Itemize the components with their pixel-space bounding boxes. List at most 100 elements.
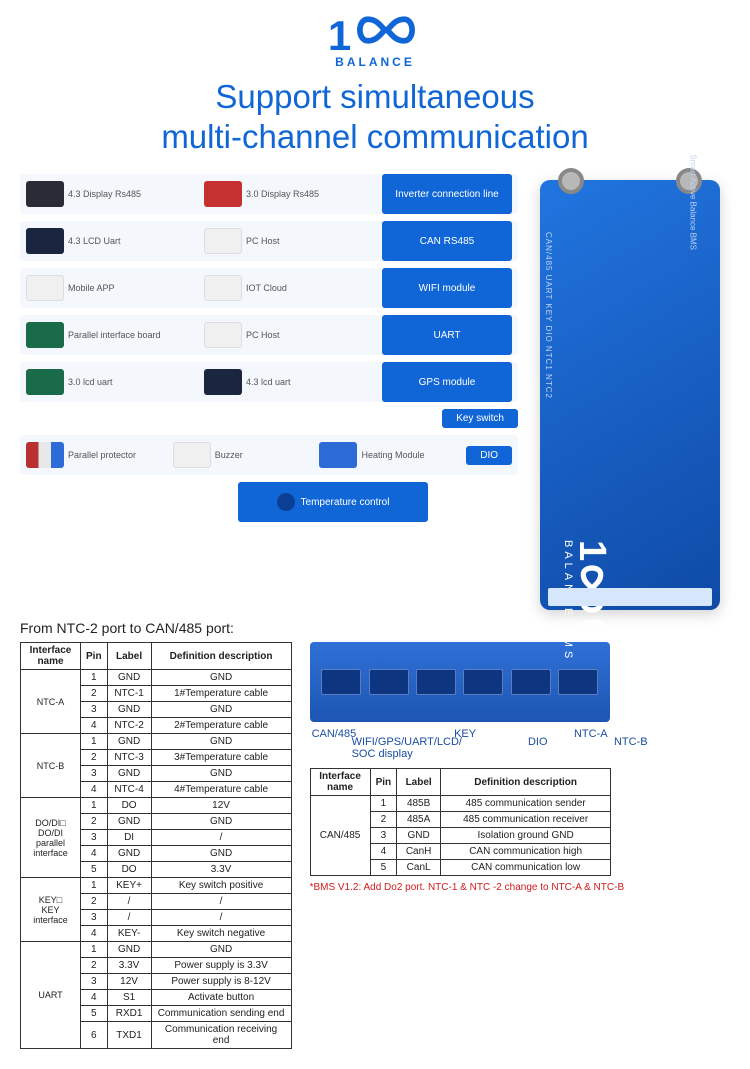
device-label: Mobile APP	[68, 283, 115, 293]
key-switch-tab: Key switch	[442, 409, 518, 428]
cell: Key switch negative	[151, 926, 291, 942]
table-row: DO/DI□ DO/DI parallel interface1DO12V	[21, 798, 292, 814]
cell: 2#Temperature cable	[151, 718, 291, 734]
cell: GND	[151, 670, 291, 686]
port-label: NTC-A	[574, 728, 608, 740]
port-label: CAN/485	[312, 728, 357, 740]
connector-box: WIFI module	[382, 268, 512, 308]
cell: GND	[107, 942, 151, 958]
dio-tab: DIO	[466, 446, 512, 465]
bms-port-strip	[548, 588, 712, 606]
port-slot	[321, 669, 361, 695]
device-thumb	[204, 369, 242, 395]
port-slot	[463, 669, 503, 695]
th: Pin	[370, 769, 397, 796]
device-label: Parallel protector	[68, 450, 136, 460]
cell: Power supply is 8-12V	[151, 974, 291, 990]
cell: 1	[81, 734, 108, 750]
comm-row: Mobile APP IOT Cloud WIFI module	[20, 268, 518, 308]
cell: GND	[151, 734, 291, 750]
port-slot	[369, 669, 409, 695]
connector-box: GPS module	[382, 362, 512, 402]
device-cell: Mobile APP	[26, 275, 198, 301]
cell: 3.3V	[107, 958, 151, 974]
cell: 2	[81, 894, 108, 910]
device-cell: Buzzer	[173, 442, 314, 468]
comm-row: 3.0 lcd uart 4.3 lcd uart GPS module	[20, 362, 518, 402]
bms-board: CAN/485 UART KEY DIO NTC1 NTC2 Smart Act…	[540, 180, 720, 610]
device-label: IOT Cloud	[246, 283, 287, 293]
device-thumb	[26, 442, 64, 468]
port-slot	[416, 669, 456, 695]
cell: GND	[397, 828, 441, 844]
cell: 1	[81, 942, 108, 958]
diagram-left: 4.3 Display Rs485 3.0 Display Rs485 Inve…	[20, 174, 518, 610]
device-thumb	[204, 322, 242, 348]
cell: /	[151, 830, 291, 846]
cell: 3	[81, 974, 108, 990]
device-thumb	[319, 442, 357, 468]
cell: GND	[151, 814, 291, 830]
cell: GND	[107, 766, 151, 782]
cell: 2	[81, 686, 108, 702]
cell: Power supply is 3.3V	[151, 958, 291, 974]
interface-name-cell: KEY□ KEY interface	[21, 878, 81, 942]
cell: 4	[81, 926, 108, 942]
cell: 485B	[397, 796, 441, 812]
th: Pin	[81, 643, 108, 670]
table-row: KEY□ KEY interface1KEY+Key switch positi…	[21, 878, 292, 894]
device-cell: Heating Module	[319, 442, 460, 468]
cell: CanH	[397, 844, 441, 860]
cell: GND	[151, 846, 291, 862]
cell: 1	[81, 798, 108, 814]
port-label: DIO	[528, 736, 548, 760]
comm-diagram: 4.3 Display Rs485 3.0 Display Rs485 Inve…	[20, 174, 730, 610]
cell: CAN communication high	[441, 844, 611, 860]
footnote: *BMS V1.2: Add Do2 port. NTC-1 & NTC -2 …	[310, 882, 730, 893]
device-label: 3.0 lcd uart	[68, 377, 113, 387]
device-label: 4.3 lcd uart	[246, 377, 291, 387]
table-row: UART1GNDGND	[21, 942, 292, 958]
cell: Activate button	[151, 990, 291, 1006]
cell: 3	[81, 766, 108, 782]
temp-control-label: Temperature control	[301, 497, 390, 508]
port-label: WIFI/GPS/UART/LCD/ SOC display	[352, 736, 462, 760]
th: Definition description	[441, 769, 611, 796]
device-thumb	[204, 228, 242, 254]
table-row: NTC-B1GNDGND	[21, 734, 292, 750]
temp-control-box: Temperature control	[238, 482, 428, 522]
port-slot	[558, 669, 598, 695]
device-thumb	[26, 369, 64, 395]
comm-row: 4.3 LCD Uart PC Host CAN RS485	[20, 221, 518, 261]
device-cell: 3.0 Display Rs485	[204, 181, 376, 207]
cell: GND	[107, 846, 151, 862]
cell: CAN communication low	[441, 860, 611, 876]
right-lower: CAN/485 KEY NTC-A WIFI/GPS/UART/LCD/ SOC…	[310, 642, 730, 893]
cell: /	[151, 910, 291, 926]
terminal-lug	[558, 168, 584, 194]
cell: KEY+	[107, 878, 151, 894]
cell: /	[107, 910, 151, 926]
interface-name-cell: NTC-B	[21, 734, 81, 798]
device-cell: 4.3 LCD Uart	[26, 228, 198, 254]
cell: 4	[81, 846, 108, 862]
cell: 12V	[107, 974, 151, 990]
pinout-table-right: Interface name Pin Label Definition desc…	[310, 768, 612, 876]
cell: /	[107, 894, 151, 910]
cell: GND	[151, 702, 291, 718]
device-cell: Parallel protector	[26, 442, 167, 468]
th: Label	[397, 769, 441, 796]
key-switch-row: Key switch	[20, 409, 518, 428]
cell: NTC-4	[107, 782, 151, 798]
device-thumb	[26, 275, 64, 301]
th: Label	[107, 643, 151, 670]
device-thumb	[26, 181, 64, 207]
table-row: CAN/4851485B485 communication sender	[310, 796, 611, 812]
cell: 485 communication receiver	[441, 812, 611, 828]
device-label: PC Host	[246, 330, 280, 340]
cell: 12V	[151, 798, 291, 814]
subheading: From NTC-2 port to CAN/485 port:	[20, 620, 730, 636]
connector-box: CAN RS485	[382, 221, 512, 261]
device-label: Parallel interface board	[68, 330, 161, 340]
cell: RXD1	[107, 1006, 151, 1022]
